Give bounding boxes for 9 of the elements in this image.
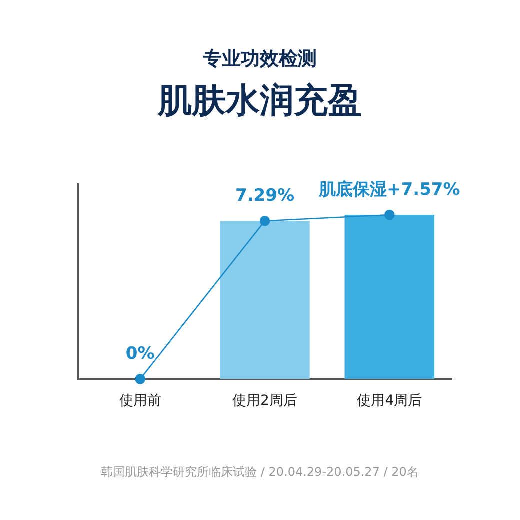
chart-subtitle: 专业功效检测 xyxy=(202,47,318,72)
text: 韩国肌肤科学研究所临床试验 / 20.04.29-20.05.27 / 20名 xyxy=(100,464,420,481)
x-tick-label: 使用4周后 xyxy=(357,393,422,410)
data-label: 肌底保湿+7.57% xyxy=(318,180,460,200)
x-tick-label: 使用前 xyxy=(119,393,162,410)
x-tick-label: 使用2周后 xyxy=(232,393,298,410)
data-label: 0% xyxy=(126,344,155,364)
chart-title: 肌肤水润充盈 xyxy=(156,80,363,123)
data-label: 7.29% xyxy=(236,186,294,206)
